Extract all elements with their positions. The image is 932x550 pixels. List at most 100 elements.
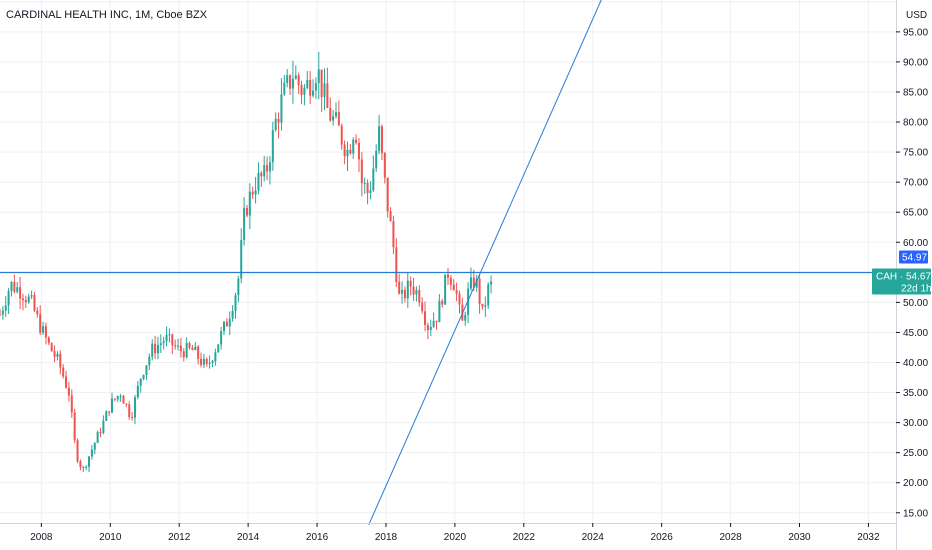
candle-body [156, 344, 159, 354]
candle-body [317, 69, 320, 84]
candle-body [16, 287, 19, 292]
candle-body [395, 247, 398, 282]
candle-body [42, 326, 45, 333]
candle-body [10, 282, 13, 292]
candle-body [44, 326, 47, 338]
x-tick-label: 2020 [444, 532, 467, 543]
candle-body [438, 300, 441, 323]
candle-body [346, 149, 349, 157]
candle-body [33, 295, 36, 311]
candle-body [220, 331, 223, 345]
candle-body [30, 295, 33, 297]
candle-body [352, 139, 355, 154]
candle-body [283, 82, 286, 95]
candle-body [225, 321, 228, 327]
y-tick-label: 30.00 [903, 418, 928, 429]
candle-body [59, 353, 62, 368]
candle-body [263, 165, 266, 177]
y-tick-label: 50.00 [903, 298, 928, 309]
candle-body [122, 395, 125, 404]
candle-body [110, 398, 114, 413]
candle-body [237, 278, 240, 296]
candle-body [455, 290, 458, 294]
chart-title: CARDINAL HEALTH INC, 1M, Cboe BZX [6, 9, 208, 21]
candle-body [234, 295, 237, 311]
candle-body [418, 290, 421, 303]
candle-body [168, 334, 171, 336]
candle-body [1, 310, 4, 315]
candle-body [372, 168, 375, 191]
candle-body [478, 278, 481, 304]
candle-body [303, 87, 306, 95]
candle-body [312, 90, 315, 96]
symbol-price-tag [872, 268, 931, 295]
candle-body [139, 378, 142, 386]
candle-body [53, 351, 56, 357]
candle-body [188, 343, 191, 348]
x-tick-label: 2022 [513, 532, 536, 543]
candle-body [458, 293, 461, 305]
candle-body [383, 153, 386, 178]
y-tick-label: 15.00 [903, 508, 928, 519]
candle-body [85, 466, 88, 468]
candle-body [76, 440, 79, 462]
currency-label: USD [906, 10, 927, 21]
candle-body [366, 182, 369, 194]
candle-body [389, 211, 392, 222]
candle-body [429, 326, 432, 330]
x-tick-label: 2026 [651, 532, 674, 543]
x-tick-label: 2010 [99, 532, 122, 543]
candle-body [266, 165, 269, 172]
candle-body [490, 281, 493, 285]
candle-body [214, 352, 217, 362]
candle-body [357, 142, 360, 160]
candle-body [435, 320, 438, 323]
candle-body [452, 284, 455, 291]
candle-body [113, 398, 116, 400]
candle-body [280, 94, 283, 123]
candle-body [208, 363, 211, 365]
candle-body [243, 207, 246, 241]
candle-body [125, 403, 128, 405]
candle-body [340, 125, 343, 145]
candle-body [369, 190, 372, 194]
x-tick-label: 2028 [719, 532, 742, 543]
candle-body [88, 456, 91, 467]
candle-body [254, 190, 257, 195]
y-tick-label: 45.00 [903, 328, 928, 339]
x-tick-label: 2024 [582, 532, 605, 543]
y-tick-label: 25.00 [903, 448, 928, 459]
candle-body [323, 83, 326, 97]
candle-body [337, 112, 340, 126]
candle-body [65, 376, 68, 388]
candle-body [128, 404, 131, 418]
candle-body [320, 69, 323, 97]
x-tick-label: 2016 [306, 532, 329, 543]
candle-body [248, 191, 251, 216]
x-tick-label: 2012 [168, 532, 191, 543]
candle-body [131, 417, 134, 419]
symbol-price-tag-text: CAH · 54.67 [876, 272, 931, 283]
candle-body [289, 75, 292, 89]
candle-body [306, 79, 309, 88]
x-tick-label: 2018 [375, 532, 398, 543]
candle-body [360, 159, 363, 184]
candle-body [0, 314, 2, 316]
candle-body [96, 431, 99, 443]
candle-body [297, 75, 300, 86]
y-tick-label: 70.00 [903, 178, 928, 189]
y-tick-label: 75.00 [903, 148, 928, 159]
candle-body [300, 85, 303, 95]
candle-body [145, 365, 148, 376]
candle-body [314, 83, 317, 91]
candle-body [412, 286, 415, 295]
candle-body [349, 149, 352, 154]
candle-body [343, 144, 346, 157]
candle-body [240, 240, 243, 279]
x-tick-label: 2030 [788, 532, 811, 543]
candle-body [271, 130, 274, 163]
candle-body [277, 118, 280, 123]
candle-body [291, 78, 294, 89]
